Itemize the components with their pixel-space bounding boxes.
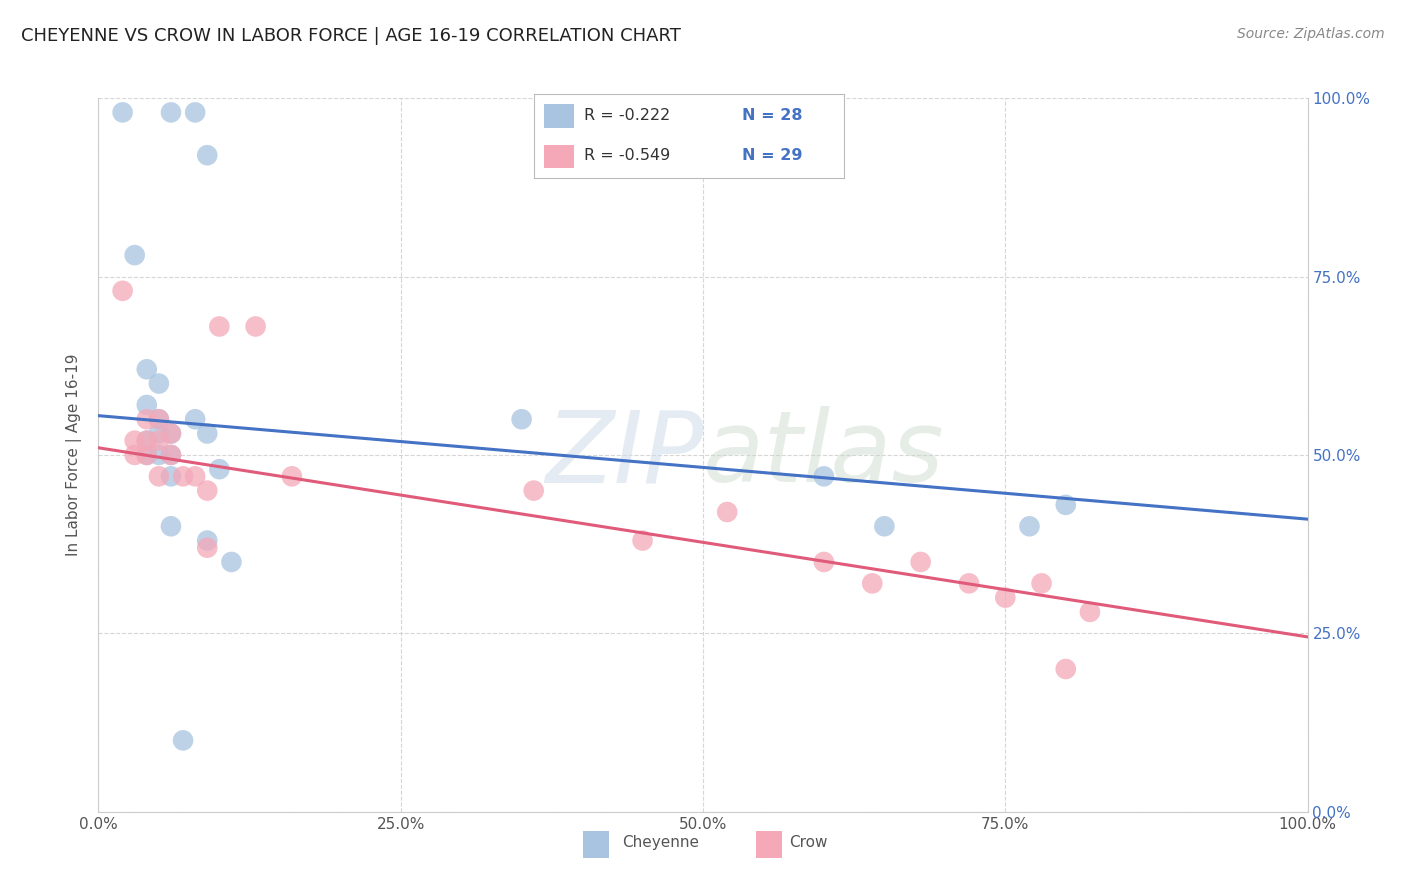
Point [160,448,183,462]
Point [135,398,157,412]
Point [208,462,231,476]
Point [184,412,207,426]
Text: R = -0.222: R = -0.222 [583,108,671,123]
Point [111,105,134,120]
Point [1078,605,1101,619]
Point [631,533,654,548]
Point [195,426,218,441]
Point [184,105,207,120]
Point [124,434,146,448]
Text: atlas: atlas [703,407,945,503]
Point [148,434,170,448]
Point [172,733,194,747]
Point [221,555,243,569]
Point [195,541,218,555]
Point [148,469,170,483]
Y-axis label: In Labor Force | Age 16-19: In Labor Force | Age 16-19 [66,353,83,557]
Point [873,519,896,533]
Point [135,412,157,426]
Point [160,426,183,441]
Point [172,469,194,483]
Point [148,448,170,462]
Point [994,591,1017,605]
Point [135,448,157,462]
Point [1031,576,1053,591]
Point [195,533,218,548]
Text: ZIP: ZIP [544,407,703,503]
Point [510,412,533,426]
Point [148,376,170,391]
Text: Cheyenne: Cheyenne [623,836,699,850]
Text: R = -0.549: R = -0.549 [583,148,671,163]
Point [195,148,218,162]
Point [1054,498,1077,512]
Bar [544,103,575,128]
Point [148,412,170,426]
Point [148,426,170,441]
Point [148,412,170,426]
Point [160,105,183,120]
Point [716,505,738,519]
Text: Crow: Crow [789,836,828,850]
Point [160,448,183,462]
Text: N = 28: N = 28 [741,108,801,123]
Point [208,319,231,334]
Point [124,448,146,462]
Point [135,448,157,462]
Point [124,248,146,262]
Text: N = 29: N = 29 [741,148,801,163]
Point [245,319,267,334]
Point [1054,662,1077,676]
Text: Source: ZipAtlas.com: Source: ZipAtlas.com [1237,27,1385,41]
Point [1018,519,1040,533]
Point [160,469,183,483]
Bar [544,145,575,169]
Point [813,469,835,483]
Text: CHEYENNE VS CROW IN LABOR FORCE | AGE 16-19 CORRELATION CHART: CHEYENNE VS CROW IN LABOR FORCE | AGE 16… [21,27,681,45]
Point [160,519,183,533]
Point [160,426,183,441]
Point [281,469,304,483]
Point [523,483,546,498]
Point [135,434,157,448]
Point [111,284,134,298]
Point [135,434,157,448]
Point [957,576,980,591]
Point [135,362,157,376]
Point [184,469,207,483]
Point [813,555,835,569]
Point [910,555,932,569]
Point [195,483,218,498]
Point [860,576,883,591]
